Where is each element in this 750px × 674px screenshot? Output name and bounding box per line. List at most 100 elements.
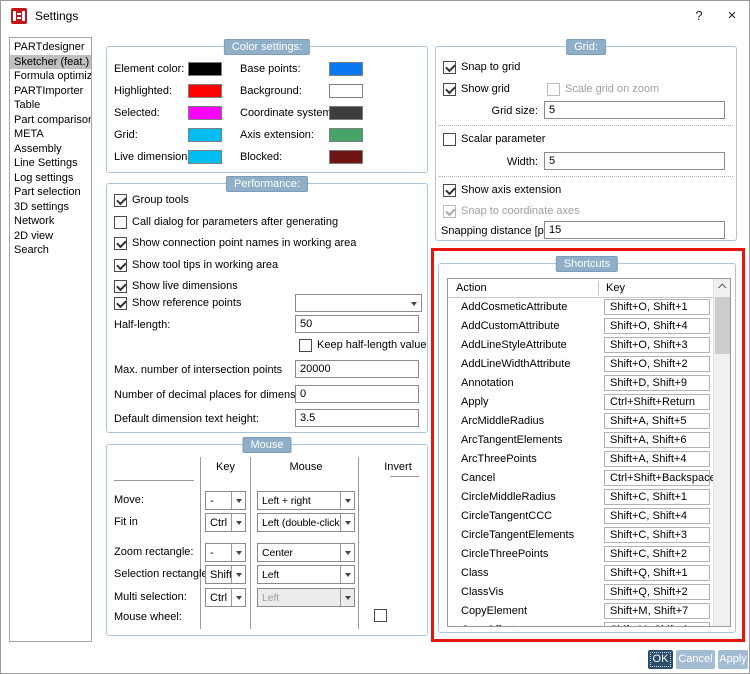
key-column-header[interactable]: Key [606, 282, 625, 294]
table-row[interactable]: ArcThreePoints Shift+A, Shift+4 [448, 450, 714, 469]
table-row[interactable]: AddCosmeticAttribute Shift+O, Shift+1 [448, 298, 714, 317]
group-tools-checkbox[interactable] [114, 193, 127, 207]
mouse-key-combo[interactable]: - [205, 491, 246, 510]
scalar-parameter-checkbox[interactable] [443, 132, 456, 146]
shortcut-key-cell[interactable]: Shift+C, Shift+1 [604, 489, 710, 505]
help-button[interactable]: ? [695, 8, 703, 23]
shortcuts-scrollbar[interactable] [713, 279, 730, 626]
sidebar-item-part-selection[interactable]: Part selection [14, 186, 81, 198]
shortcut-key-cell[interactable]: Shift+Q, Shift+1 [604, 565, 710, 581]
shortcut-key-cell[interactable]: Shift+A, Shift+5 [604, 413, 710, 429]
color-swatch-button[interactable] [329, 106, 363, 120]
show-axis-extension-checkbox[interactable] [443, 183, 456, 197]
table-row[interactable]: CopyElement Shift+M, Shift+7 [448, 602, 714, 621]
shortcut-key-cell[interactable]: Shift+O, Shift+3 [604, 337, 710, 353]
sidebar-item-log-settings[interactable]: Log settings [14, 171, 74, 184]
shortcut-key-cell[interactable]: Shift+C, Shift+2 [604, 546, 710, 562]
color-swatch-button[interactable] [188, 62, 222, 76]
mouse-button-combo[interactable]: Center [257, 543, 355, 562]
close-icon[interactable]: × [727, 7, 737, 24]
show-reference-points-checkbox[interactable] [114, 296, 127, 310]
table-row[interactable]: AddCustomAttribute Shift+O, Shift+4 [448, 317, 714, 336]
shortcut-key-cell[interactable]: Shift+O, Shift+1 [604, 299, 710, 315]
keep-half-length-checkbox[interactable] [299, 338, 312, 352]
mouse-button-combo[interactable]: Left + right [257, 491, 355, 510]
show-grid-checkbox[interactable] [443, 82, 456, 96]
scrollbar-thumb[interactable] [715, 297, 730, 354]
table-row[interactable]: ClassVis Shift+Q, Shift+2 [448, 583, 714, 602]
sidebar-item-part-comparison[interactable]: Part comparison [14, 113, 92, 126]
mouse-key-combo[interactable]: Ctrl [205, 513, 246, 532]
shortcut-key-cell[interactable]: Shift+A, Shift+6 [604, 432, 710, 448]
table-row[interactable]: AddLineWidthAttribute Shift+O, Shift+2 [448, 355, 714, 374]
sidebar-item-search[interactable]: Search [14, 244, 49, 256]
sidebar-item-assembly[interactable]: Assembly [14, 142, 62, 155]
table-row[interactable]: CircleThreePoints Shift+C, Shift+2 [448, 545, 714, 564]
table-row[interactable]: CircleTangentCCC Shift+C, Shift+4 [448, 507, 714, 526]
shortcut-key-cell[interactable]: Shift+O, Shift+4 [604, 318, 710, 334]
table-row[interactable]: AddLineStyleAttribute Shift+O, Shift+3 [448, 336, 714, 355]
shortcut-key-cell[interactable]: Shift+D, Shift+9 [604, 375, 710, 391]
shortcut-key-cell[interactable]: Shift+O, Shift+2 [604, 356, 710, 372]
show-connection-point-names-in-working-area-checkbox[interactable] [114, 236, 127, 250]
shortcut-key-cell[interactable]: Ctrl+Shift+Backspace [604, 470, 716, 486]
half-length-input[interactable]: 50 [295, 315, 419, 333]
sidebar-item-formula-optimizer[interactable]: Formula optimizer [14, 70, 92, 82]
grid-size-input[interactable]: 5 [544, 101, 725, 119]
shortcut-key-cell[interactable]: Shift+C, Shift+3 [604, 527, 710, 543]
color-swatch-button[interactable] [329, 62, 363, 76]
sidebar-item-line-settings[interactable]: Line Settings [14, 157, 78, 169]
shortcut-key-cell[interactable]: Shift+Q, Shift+2 [604, 584, 710, 600]
table-row[interactable]: CopyOffset Shift+M, Shift+6 [448, 621, 714, 626]
color-swatch-button[interactable] [329, 150, 363, 164]
sidebar-item-3d-settings[interactable]: 3D settings [14, 200, 70, 213]
shortcut-key-cell[interactable]: Shift+C, Shift+4 [604, 508, 710, 524]
shortcut-key-cell[interactable]: Ctrl+Shift+Return [604, 394, 710, 410]
shortcut-key-cell[interactable]: Shift+M, Shift+7 [604, 603, 710, 619]
show-live-dimensions-checkbox[interactable] [114, 279, 127, 293]
width-input[interactable]: 5 [544, 152, 725, 170]
mouse-key-combo[interactable]: Ctrl [205, 588, 246, 607]
table-row[interactable]: ArcTangentElements Shift+A, Shift+6 [448, 431, 714, 450]
table-row[interactable]: CircleTangentElements Shift+C, Shift+3 [448, 526, 714, 545]
decimal-places-input[interactable]: 0 [295, 385, 419, 403]
apply-button[interactable]: Apply [718, 650, 748, 669]
color-swatch-button[interactable] [329, 84, 363, 98]
mouse-wheel-invert-checkbox[interactable] [374, 609, 387, 622]
scroll-up-icon[interactable] [714, 279, 730, 295]
color-swatch-button[interactable] [188, 106, 222, 120]
table-row[interactable]: Apply Ctrl+Shift+Return [448, 393, 714, 412]
max-intersection-points-input[interactable]: 20000 [295, 360, 419, 378]
mouse-button-combo[interactable]: Left [257, 565, 355, 584]
snapping-distance-input[interactable]: 15 [544, 221, 725, 239]
sidebar-item-network[interactable]: Network [14, 215, 55, 227]
mouse-button-combo[interactable]: Left (double-click) [257, 513, 355, 532]
reference-points-combo[interactable] [295, 294, 422, 312]
call-dialog-for-parameters-after-generating-checkbox[interactable] [114, 215, 127, 229]
color-swatch-button[interactable] [188, 84, 222, 98]
sidebar-item-sketcher-feat-[interactable]: Sketcher (feat.) [10, 54, 91, 69]
shortcut-key-cell[interactable]: Shift+A, Shift+4 [604, 451, 710, 467]
color-swatch-button[interactable] [329, 128, 363, 142]
color-swatch-button[interactable] [188, 150, 222, 164]
mouse-key-combo[interactable]: - [205, 543, 246, 562]
color-swatch-button[interactable] [188, 128, 222, 142]
sidebar-item-2d-view[interactable]: 2D view [14, 229, 54, 242]
table-row[interactable]: Class Shift+Q, Shift+1 [448, 564, 714, 583]
ok-button[interactable]: OK [648, 650, 673, 669]
mouse-key-combo[interactable]: Shift [205, 565, 246, 584]
action-column-header[interactable]: Action [456, 282, 487, 294]
table-row[interactable]: Annotation Shift+D, Shift+9 [448, 374, 714, 393]
sidebar-item-table[interactable]: Table [14, 99, 41, 111]
snap-to-grid-checkbox[interactable] [443, 60, 456, 74]
dimension-text-height-input[interactable]: 3.5 [295, 409, 419, 427]
table-row[interactable]: ArcMiddleRadius Shift+A, Shift+5 [448, 412, 714, 431]
sidebar-item-partdesigner[interactable]: PARTdesigner [14, 41, 85, 53]
table-row[interactable]: Cancel Ctrl+Shift+Backspace [448, 469, 716, 488]
cancel-button[interactable]: Cancel [676, 650, 715, 669]
show-tool-tips-in-working-area-checkbox[interactable] [114, 258, 127, 272]
shortcut-key-cell[interactable]: Shift+M, Shift+6 [604, 622, 710, 626]
sidebar-item-meta[interactable]: META [14, 128, 44, 140]
table-row[interactable]: CircleMiddleRadius Shift+C, Shift+1 [448, 488, 714, 507]
sidebar-item-partimporter[interactable]: PARTImporter [14, 84, 84, 97]
